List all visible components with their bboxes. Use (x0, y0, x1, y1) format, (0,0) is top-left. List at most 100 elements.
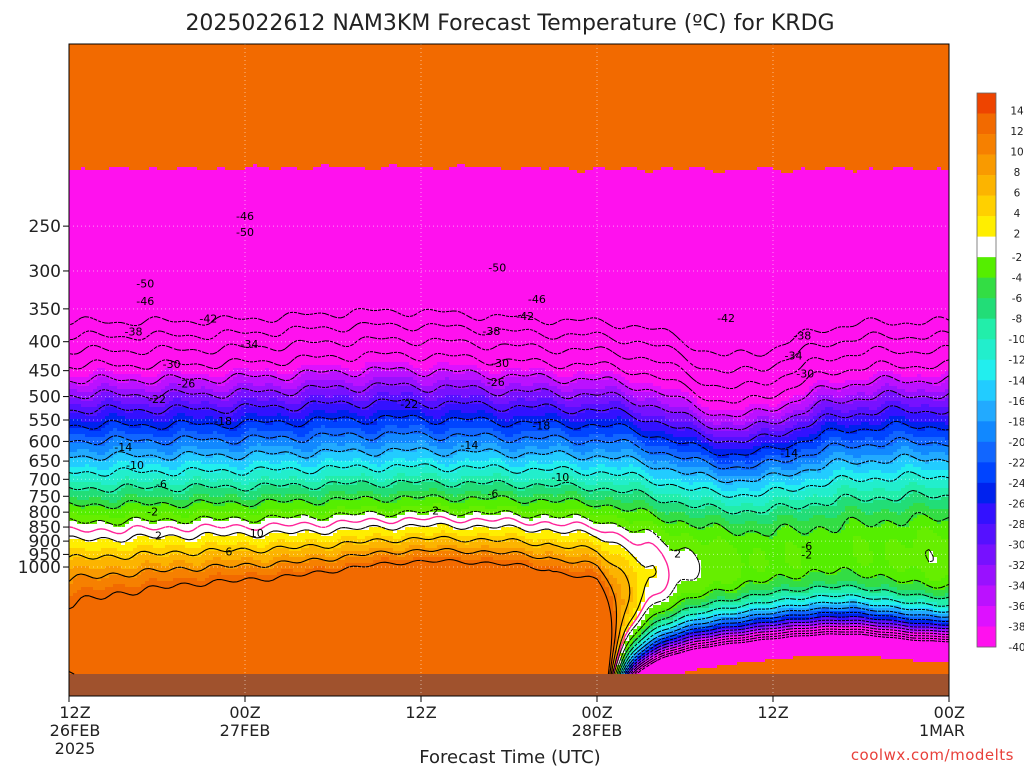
temperature-cell (373, 554, 398, 558)
temperature-cell (245, 572, 258, 576)
temperature-cell (561, 428, 574, 432)
temperature-cell (193, 452, 254, 456)
temperature-cell (405, 554, 526, 558)
temperature-cell (345, 386, 374, 390)
temperature-cell (69, 635, 618, 639)
temperature-cell (625, 650, 630, 654)
y-tick-label: 700 (29, 470, 61, 490)
temperature-cell (521, 431, 566, 435)
temperature-cell (769, 629, 786, 633)
temperature-cell (205, 569, 282, 573)
temperature-cell (713, 422, 722, 426)
temperature-cell (549, 500, 566, 504)
temperature-cell (69, 566, 74, 570)
temperature-cell (681, 641, 686, 645)
temperature-cell (137, 545, 154, 549)
temperature-cell (813, 581, 826, 585)
temperature-cell (257, 572, 278, 576)
temperature-cell (873, 437, 886, 441)
temperature-cell (637, 653, 642, 657)
temperature-cell (617, 491, 634, 495)
contour-label: -10 (126, 459, 144, 472)
temperature-cell (553, 452, 566, 456)
temperature-cell (445, 485, 462, 489)
temperature-cell (69, 101, 949, 105)
temperature-cell (417, 374, 434, 378)
temperature-cell (637, 560, 702, 564)
temperature-cell (329, 518, 530, 522)
temperature-cell (241, 503, 262, 507)
temperature-cell (225, 434, 242, 438)
temperature-cell (113, 539, 134, 543)
temperature-cell (153, 479, 162, 483)
temperature-cell (189, 479, 210, 483)
temperature-cell (77, 575, 90, 579)
temperature-cell (873, 551, 886, 555)
temperature-cell (661, 617, 674, 621)
temperature-cell (373, 497, 402, 501)
temperature-cell (861, 509, 882, 513)
temperature-cell (789, 524, 846, 528)
temperature-cell (805, 599, 850, 603)
temperature-cell (529, 479, 578, 483)
temperature-cell (621, 587, 634, 591)
temperature-cell (797, 437, 822, 441)
temperature-cell (465, 419, 474, 423)
temperature-cell (437, 488, 518, 492)
temperature-cell (689, 533, 734, 537)
temperature-cell (349, 410, 378, 414)
temperature-cell (273, 548, 290, 552)
temperature-cell (69, 560, 146, 564)
temperature-cell (117, 413, 154, 417)
temperature-cell (653, 566, 658, 570)
temperature-cell (653, 530, 666, 534)
temperature-cell (173, 407, 190, 411)
temperature-cell (233, 413, 246, 417)
temperature-cell (897, 626, 910, 630)
temperature-cell (769, 581, 814, 585)
temperature-cell (377, 431, 434, 435)
temperature-cell (645, 443, 678, 447)
temperature-cell (669, 596, 678, 600)
temperature-cell (753, 629, 770, 633)
temperature-cell (133, 548, 274, 552)
temperature-cell (417, 401, 494, 405)
temperature-cell (681, 389, 810, 393)
temperature-cell (625, 647, 630, 651)
temperature-cell (361, 458, 394, 462)
temperature-cell (309, 515, 334, 519)
colorbar-label: -22 (1008, 457, 1024, 469)
temperature-cell (857, 407, 870, 411)
temperature-cell (897, 479, 949, 483)
temperature-cell (781, 527, 794, 531)
temperature-cell (293, 380, 306, 384)
temperature-cell (109, 515, 126, 519)
temperature-cell (825, 416, 838, 420)
temperature-cell (765, 659, 914, 663)
temperature-cell (177, 422, 190, 426)
temperature-cell (853, 536, 862, 540)
temperature-cell (493, 473, 502, 477)
temperature-cell (897, 569, 906, 573)
temperature-cell (617, 659, 622, 663)
temperature-cell (789, 497, 806, 501)
temperature-cell (361, 407, 370, 411)
temperature-cell (217, 431, 246, 435)
temperature-cell (713, 620, 722, 624)
contour-label: -46 (136, 295, 154, 308)
temperature-cell (917, 530, 934, 534)
temperature-cell (501, 512, 514, 516)
temperature-cell (905, 497, 930, 501)
temperature-cell (301, 485, 326, 489)
temperature-cell (633, 614, 638, 618)
colorbar-swatch (977, 93, 996, 114)
temperature-cell (697, 401, 782, 405)
temperature-cell (661, 536, 694, 540)
temperature-cell (785, 548, 802, 552)
temperature-cell (165, 377, 182, 381)
temperature-cell (193, 512, 246, 516)
temperature-cell (761, 548, 786, 552)
temperature-cell (109, 467, 170, 471)
contour-line (69, 382, 949, 675)
temperature-cell (361, 428, 382, 432)
